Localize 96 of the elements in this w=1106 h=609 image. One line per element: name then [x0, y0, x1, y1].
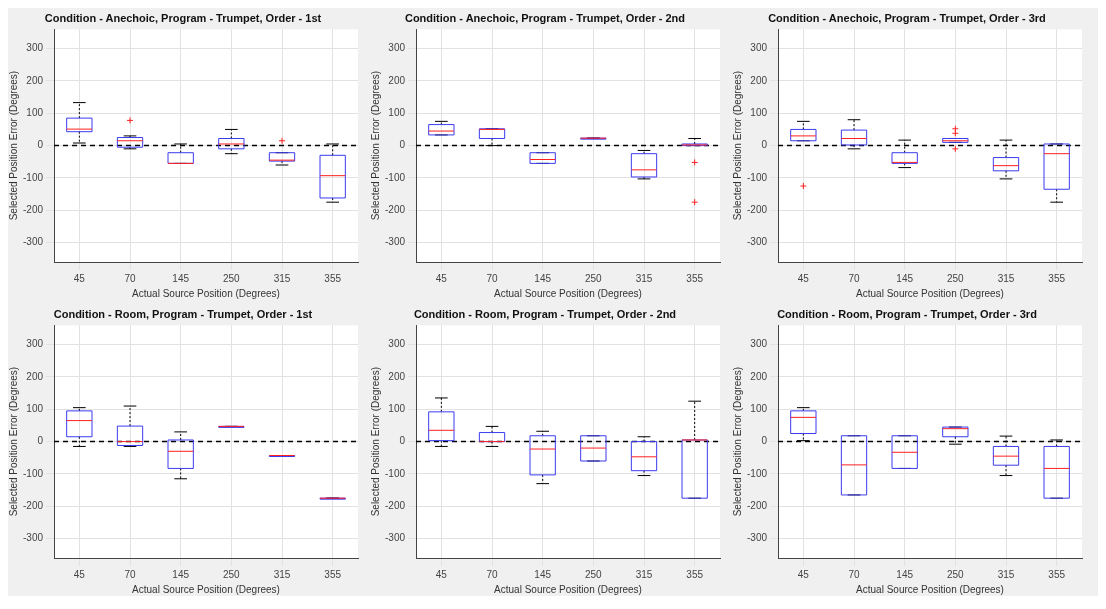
x-tick-label: 145 — [896, 568, 914, 580]
y-tick-label: -100 — [747, 171, 768, 183]
y-tick-label: -200 — [747, 204, 768, 216]
chart-title: Condition - Room, Program - Trumpet, Order - 3rd — [777, 307, 1037, 320]
y-tick-label: 200 — [750, 370, 768, 382]
y-tick-label: -200 — [385, 500, 406, 512]
y-tick-label: 100 — [26, 403, 44, 415]
y-tick-label: -300 — [747, 236, 768, 248]
y-tick-label: 100 — [26, 107, 44, 119]
x-tick-label: 45 — [797, 272, 810, 284]
y-tick-label: -300 — [385, 236, 406, 248]
y-tick-label: 300 — [26, 42, 44, 54]
y-tick-label: -200 — [23, 500, 44, 512]
x-tick-label: 145 — [896, 272, 914, 284]
chart-title: Condition - Anechoic, Program - Trumpet, Order - 2nd — [404, 11, 686, 24]
y-tick-label: -100 — [23, 171, 44, 183]
x-tick-label: 315 — [997, 568, 1015, 580]
y-tick-label: 300 — [750, 42, 768, 54]
x-tick-label: 70 — [486, 568, 499, 580]
x-axis-title: Actual Source Position (Degrees) — [856, 287, 1004, 299]
y-tick-label: -300 — [23, 532, 44, 544]
y-tick-label: -100 — [23, 467, 44, 479]
x-tick-label: 145 — [172, 568, 190, 580]
y-axis-title: Selected Position Error (Degrees) — [369, 366, 381, 517]
x-tick-label: 315 — [273, 272, 291, 284]
x-tick-label: 355 — [1048, 272, 1066, 284]
y-tick-label: 0 — [37, 139, 44, 151]
y-tick-label: 300 — [388, 338, 406, 350]
chart-title: Condition - Room, Program - Trumpet, Order - 2nd — [413, 307, 677, 320]
y-axis-title: Selected Position Error (Degrees) — [731, 366, 743, 517]
x-tick-label: 250 — [223, 272, 241, 284]
x-tick-label: 70 — [848, 272, 861, 284]
chart-title: Condition - Anechoic, Program - Trumpet, Order - 1st — [44, 11, 322, 24]
x-axis-title: Actual Source Position (Degrees) — [132, 287, 280, 299]
x-tick-label: 250 — [585, 272, 603, 284]
y-tick-label: -200 — [747, 500, 768, 512]
x-tick-label: 315 — [635, 568, 653, 580]
x-tick-label: 70 — [848, 568, 861, 580]
y-axis-title: Selected Position Error (Degrees) — [7, 366, 19, 517]
x-axis-title: Actual Source Position (Degrees) — [132, 583, 280, 595]
y-tick-label: 200 — [26, 370, 44, 382]
y-tick-label: 0 — [37, 435, 44, 447]
y-tick-label: -100 — [747, 467, 768, 479]
x-axis-title: Actual Source Position (Degrees) — [494, 583, 642, 595]
y-axis-title: Selected Position Error (Degrees) — [369, 70, 381, 221]
x-tick-label: 315 — [273, 568, 291, 580]
x-tick-label: 70 — [124, 568, 137, 580]
chart-title: Condition - Room, Program - Trumpet, Order - 1st — [53, 307, 313, 320]
y-tick-label: -100 — [385, 467, 406, 479]
x-tick-label: 250 — [585, 568, 603, 580]
x-tick-label: 355 — [324, 568, 342, 580]
x-axis-title: Actual Source Position (Degrees) — [856, 583, 1004, 595]
x-tick-label: 145 — [534, 272, 552, 284]
chart-title: Condition - Anechoic, Program - Trumpet, Order - 3rd — [768, 11, 1046, 24]
y-tick-label: -300 — [23, 236, 44, 248]
y-tick-label: 0 — [761, 435, 768, 447]
y-tick-label: -100 — [385, 171, 406, 183]
x-tick-label: 45 — [435, 272, 448, 284]
y-tick-label: 200 — [388, 74, 406, 86]
x-tick-label: 315 — [997, 272, 1015, 284]
x-tick-label: 355 — [686, 272, 704, 284]
y-tick-label: 300 — [750, 338, 768, 350]
y-tick-label: -200 — [23, 204, 44, 216]
y-tick-label: 300 — [26, 338, 44, 350]
y-tick-label: 100 — [388, 403, 406, 415]
y-axis-title: Selected Position Error (Degrees) — [731, 70, 743, 221]
y-tick-label: 200 — [26, 74, 44, 86]
x-tick-label: 145 — [172, 272, 190, 284]
y-tick-label: 0 — [761, 139, 768, 151]
x-axis-title: Actual Source Position (Degrees) — [494, 287, 642, 299]
x-tick-label: 45 — [73, 568, 86, 580]
y-tick-label: 100 — [750, 403, 768, 415]
x-tick-label: 355 — [1048, 568, 1066, 580]
y-tick-label: 100 — [750, 107, 768, 119]
x-tick-label: 145 — [534, 568, 552, 580]
x-tick-label: 315 — [635, 272, 653, 284]
x-tick-label: 250 — [947, 272, 965, 284]
y-tick-label: -200 — [385, 204, 406, 216]
x-tick-label: 250 — [947, 568, 965, 580]
x-tick-label: 45 — [797, 568, 810, 580]
y-tick-label: 300 — [388, 42, 406, 54]
y-tick-label: 100 — [388, 107, 406, 119]
x-tick-label: 45 — [435, 568, 448, 580]
y-tick-label: 0 — [399, 139, 406, 151]
x-tick-label: 70 — [124, 272, 137, 284]
y-axis-title: Selected Position Error (Degrees) — [7, 70, 19, 221]
x-tick-label: 355 — [686, 568, 704, 580]
y-tick-label: -300 — [385, 532, 406, 544]
y-tick-label: 200 — [750, 74, 768, 86]
x-tick-label: 250 — [223, 568, 241, 580]
x-tick-label: 70 — [486, 272, 499, 284]
y-tick-label: 0 — [399, 435, 406, 447]
y-tick-label: 200 — [388, 370, 406, 382]
y-tick-label: -300 — [747, 532, 768, 544]
x-tick-label: 45 — [73, 272, 86, 284]
x-tick-label: 355 — [324, 272, 342, 284]
